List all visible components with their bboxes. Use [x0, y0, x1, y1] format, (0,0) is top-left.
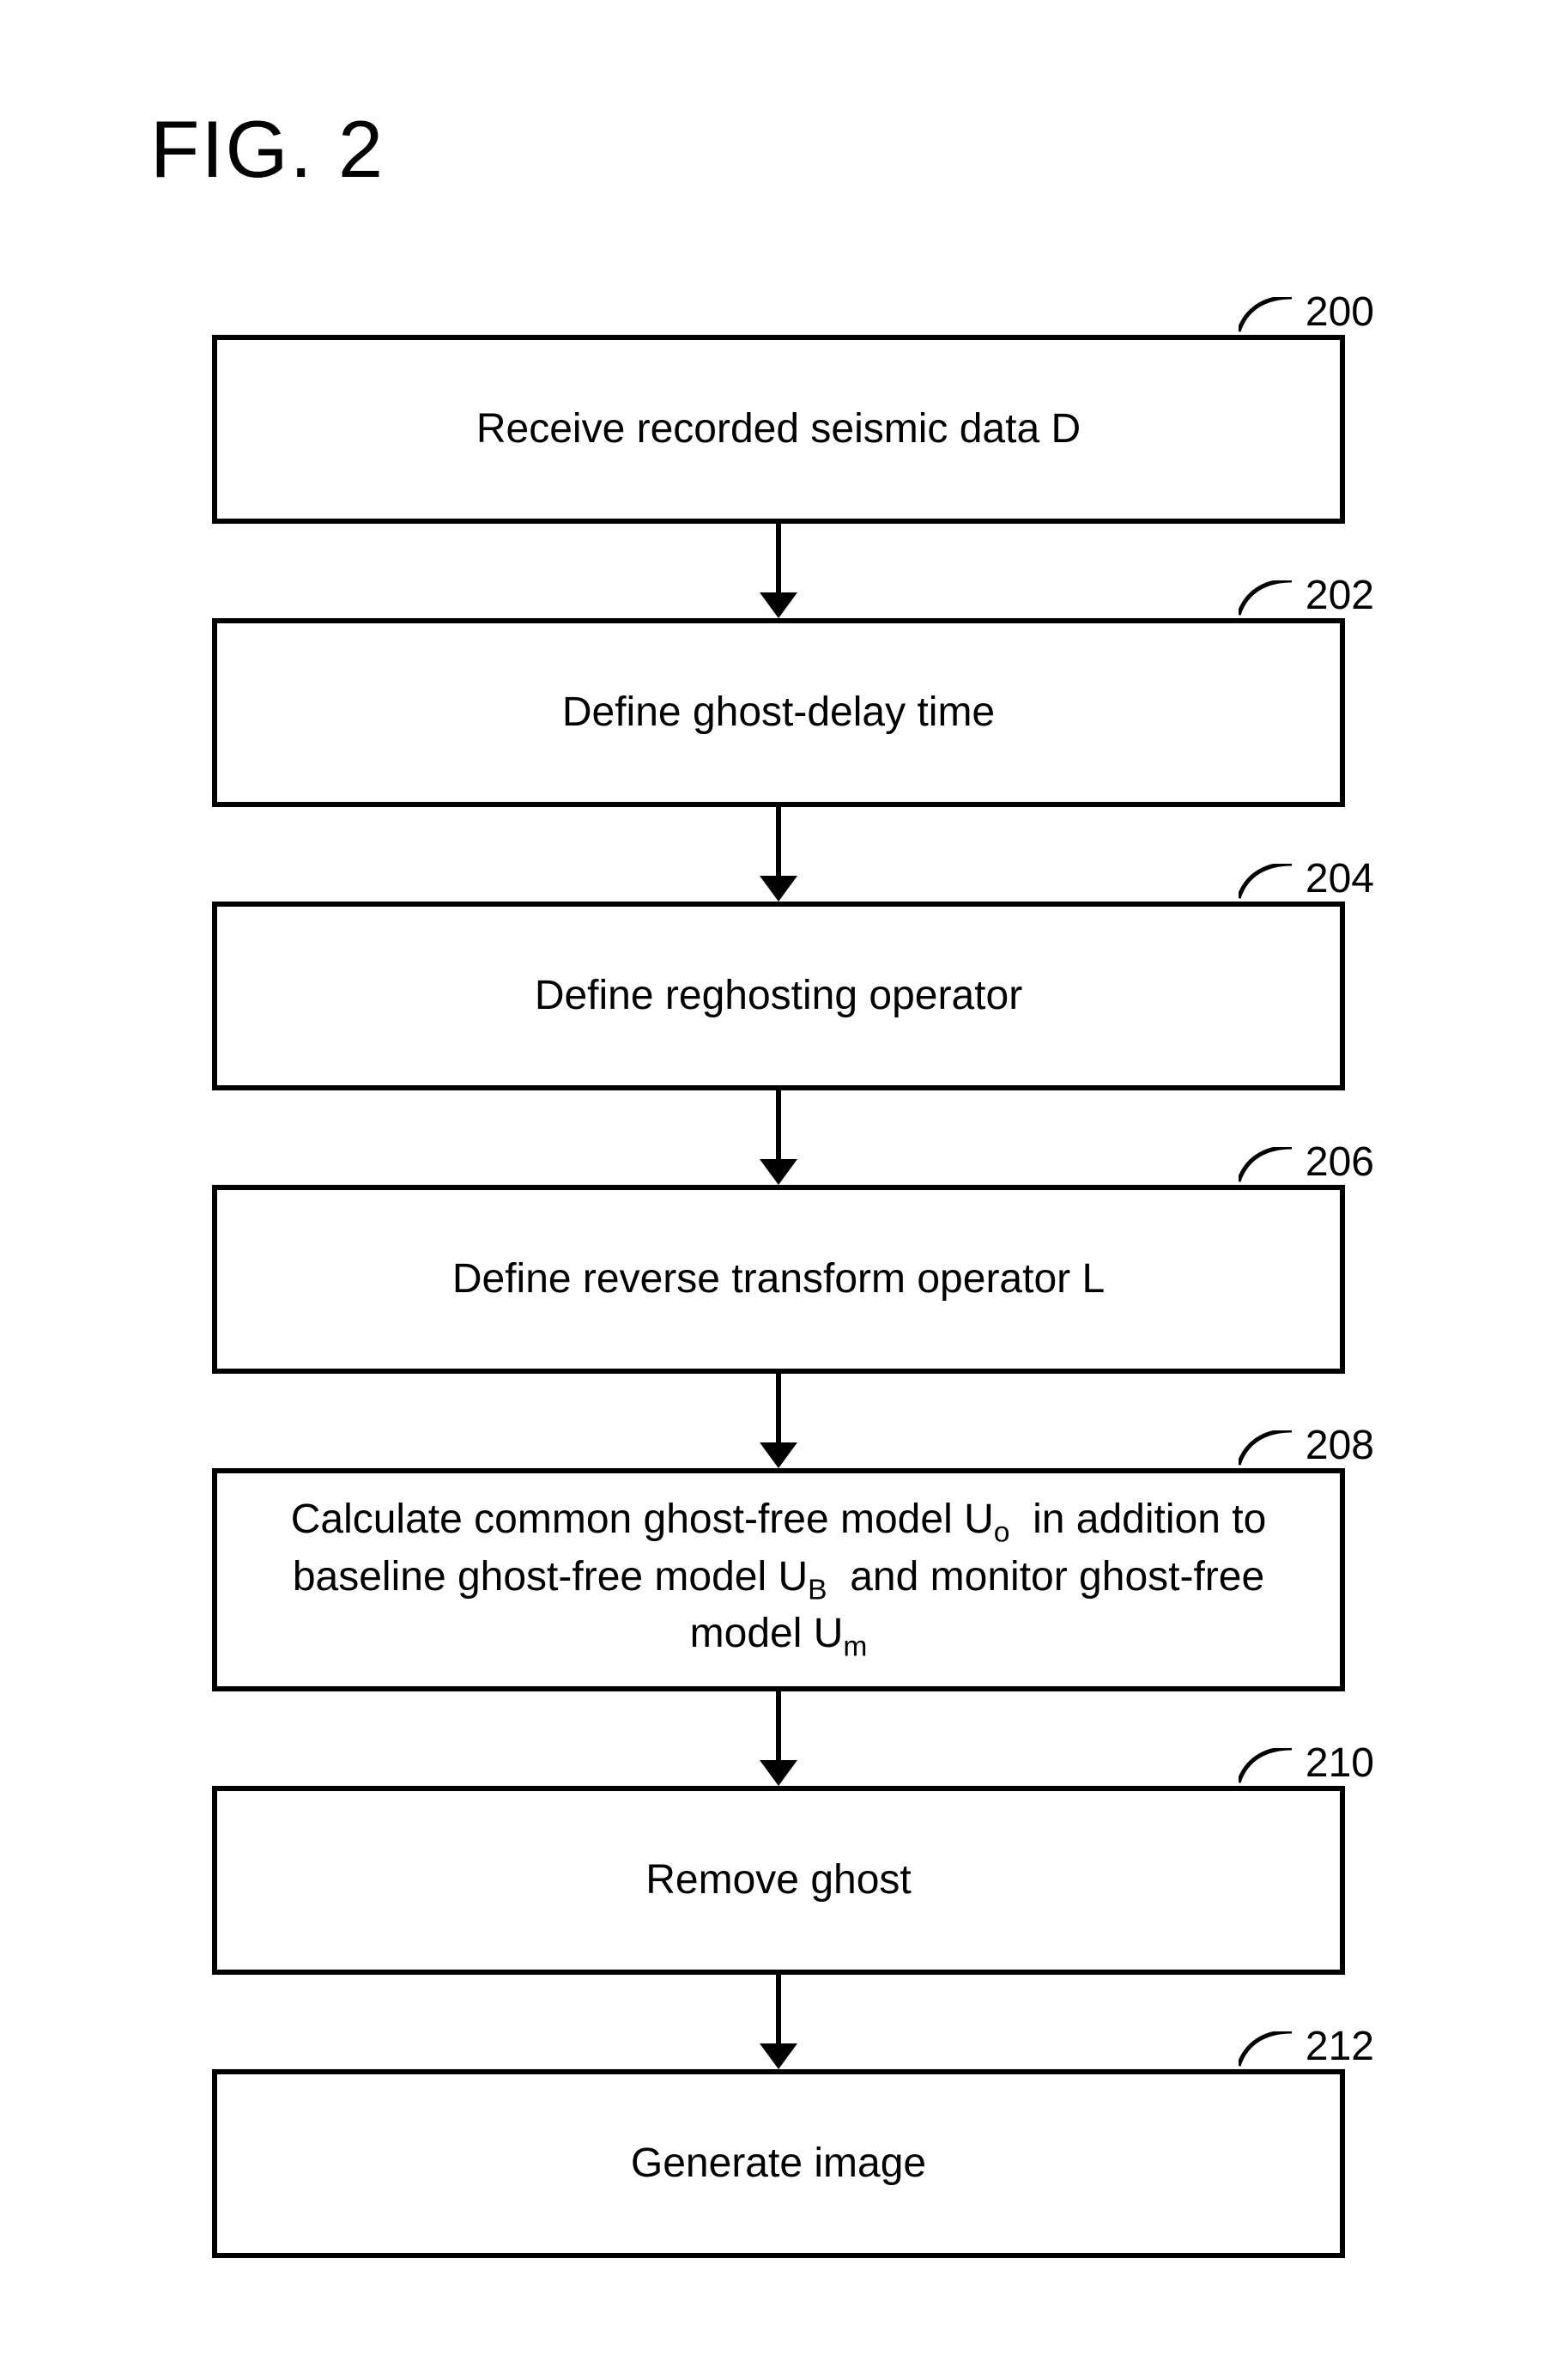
step-text: Remove ghost	[251, 1855, 1306, 1906]
flow-arrow	[212, 1691, 1345, 1786]
step-ref-label: 204	[1239, 853, 1374, 905]
ref-number: 204	[1306, 856, 1374, 902]
flow-step: Remove ghost 210	[212, 1786, 1345, 1975]
flow-arrow	[212, 1090, 1345, 1185]
ref-number: 210	[1306, 1740, 1374, 1786]
step-ref-label: 208	[1239, 1420, 1374, 1472]
figure-title: FIG. 2	[150, 103, 385, 196]
ref-number: 202	[1306, 573, 1374, 618]
step-ref-label: 212	[1239, 2021, 1374, 2073]
flow-step: Receive recorded seismic data D 200	[212, 335, 1345, 524]
flow-arrow	[212, 807, 1345, 902]
ref-number: 206	[1306, 1139, 1374, 1185]
flow-step: Define reverse transform operator L 206	[212, 1185, 1345, 1374]
ref-number: 200	[1306, 289, 1374, 335]
step-text: Define ghost-delay time	[251, 687, 1306, 738]
step-ref-label: 210	[1239, 1738, 1374, 1789]
flowchart: Receive recorded seismic data D 200 Defi…	[212, 335, 1345, 2258]
flow-step: Define ghost-delay time 202	[212, 618, 1345, 807]
flow-arrow	[212, 1374, 1345, 1468]
step-ref-label: 202	[1239, 570, 1374, 622]
step-text: Calculate common ghost-free model Uo in …	[251, 1494, 1306, 1666]
ref-number: 208	[1306, 1423, 1374, 1468]
flow-step: Define reghosting operator 204	[212, 902, 1345, 1090]
flow-step: Calculate common ghost-free model Uo in …	[212, 1468, 1345, 1691]
step-text: Define reverse transform operator L	[251, 1254, 1306, 1305]
step-ref-label: 200	[1239, 287, 1374, 338]
step-text: Receive recorded seismic data D	[251, 404, 1306, 455]
step-text: Define reghosting operator	[251, 970, 1306, 1022]
step-ref-label: 206	[1239, 1137, 1374, 1188]
step-text: Generate image	[251, 2138, 1306, 2189]
flow-step: Generate image 212	[212, 2069, 1345, 2258]
flow-arrow	[212, 524, 1345, 618]
ref-number: 212	[1306, 2024, 1374, 2069]
flow-arrow	[212, 1975, 1345, 2069]
